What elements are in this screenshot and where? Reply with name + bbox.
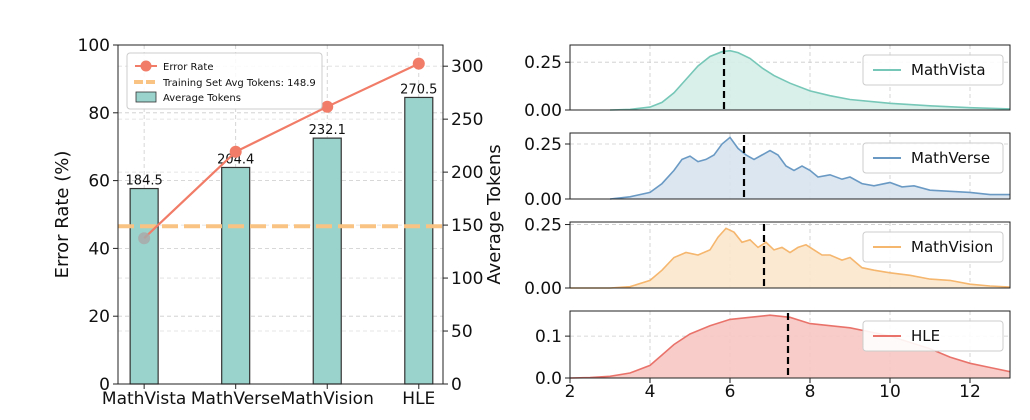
legend-label: MathVision <box>911 238 993 256</box>
panel-mathvista: 0.00 0.25 MathVista <box>524 44 1011 121</box>
density-area-mathvista <box>610 50 1010 110</box>
y-tick-label: 0.25 <box>524 53 562 73</box>
plot-frame-panel <box>569 310 1011 379</box>
x-tick-label: 6 <box>725 382 736 402</box>
error-rate-line <box>143 62 420 240</box>
y-tick-label: 0.00 <box>524 279 562 299</box>
error-rate-tokens-chart: 184.5 204.4 232.1 270.5 0 20 40 60 80 100 0 50 100 15… <box>52 36 505 409</box>
y-right-tick-label: 150 <box>451 216 483 236</box>
panel-mathvision: 0.00 0.25 MathVision <box>524 216 1011 299</box>
legend-box <box>862 54 1004 86</box>
density-area-mathvision <box>570 228 1010 288</box>
y-left-tick-label: 20 <box>88 307 110 327</box>
y-tick-label: 0.25 <box>524 216 562 236</box>
legend-label-error-rate: Error Rate <box>163 62 213 73</box>
y-tick-label: 0.00 <box>524 190 562 210</box>
y-tick-label: 0.25 <box>524 135 562 155</box>
legend-label: HLE <box>911 327 940 345</box>
token-distribution-chart: 0.000.25 MathVista0.000.25MathVerse0.000.… <box>524 44 1011 402</box>
y-left-tick-label: 40 <box>88 239 110 259</box>
y-right-tick-label: 300 <box>451 57 483 77</box>
y-tick-label: 0.00 <box>524 101 562 121</box>
plot-frame-panel <box>569 44 1011 111</box>
bar-average-tokens <box>404 96 434 385</box>
y-right-tick-label: 50 <box>451 322 473 342</box>
y-tick-label: 0.0 <box>535 369 562 389</box>
y-left-tick-label: 80 <box>88 104 110 124</box>
density-area-hle <box>570 315 1010 378</box>
error-rate-point <box>321 100 334 113</box>
y-right-axis-label: Average Tokens <box>484 144 505 284</box>
legend-box <box>126 52 323 110</box>
y-left-tick-label: 0 <box>99 375 110 395</box>
x-tick-label: HLE <box>402 389 435 409</box>
bar-value-label: 270.5 <box>400 82 437 97</box>
legend-box <box>862 231 1004 263</box>
x-tick-label: 10 <box>879 382 901 402</box>
error-rate-point <box>229 145 242 158</box>
bar-value-label: 204.4 <box>217 152 254 167</box>
plot-frame-panel <box>569 132 1011 200</box>
x-tick-label: 12 <box>959 382 981 402</box>
panel-mathverse: 0.00 0.25 MathVerse <box>524 132 1011 210</box>
density-line-mathvision <box>570 227 1011 289</box>
x-tick-label: 2 <box>565 382 576 402</box>
bar-value-label: 184.5 <box>126 174 163 189</box>
x-tick-label: MathVista <box>102 389 186 409</box>
error-rate-point <box>138 232 151 245</box>
y-right-tick-label: 0 <box>451 375 462 395</box>
plot-frame-left <box>117 44 444 385</box>
y-right-tick-label: 250 <box>451 110 483 130</box>
y-tick-label: 0.1 <box>535 327 562 347</box>
x-tick-label: MathVision <box>281 389 374 409</box>
bar-average-tokens <box>221 166 251 385</box>
bar-average-tokens <box>129 187 159 385</box>
bar-value-label: 232.1 <box>309 123 346 138</box>
legend-label: MathVerse <box>911 149 990 167</box>
legend-left: Error Rate Training Set Avg Tokens: 148.9… <box>126 52 323 110</box>
legend-label: MathVista <box>911 61 986 79</box>
error-rate-point <box>412 57 425 70</box>
legend-label-reference: Training Set Avg Tokens: 148.9 <box>162 78 316 89</box>
plot-frame-panel <box>569 221 1011 289</box>
y-left-axis-label: Error Rate (%) <box>52 151 73 279</box>
x-tick-label: 8 <box>805 382 816 402</box>
y-right-tick-label: 200 <box>451 163 483 183</box>
bar-average-tokens <box>312 137 342 385</box>
density-area-mathverse <box>610 137 1010 199</box>
legend-marker-error-rate <box>140 60 152 72</box>
legend-box <box>862 320 1004 352</box>
x-tick-label: MathVerse <box>191 389 281 409</box>
panel-hle: 0.0 0.1 HLE 2 4 6 8 10 12 <box>535 310 1011 402</box>
y-left-tick-label: 100 <box>78 36 110 56</box>
y-left-tick-label: 60 <box>88 172 110 192</box>
legend-swatch-average-tokens <box>135 91 157 103</box>
density-line-mathvista <box>609 49 1011 111</box>
legend-label-average-tokens: Average Tokens <box>163 93 241 104</box>
legend-box <box>862 142 1004 174</box>
x-tick-label: 4 <box>645 382 656 402</box>
y-right-tick-label: 100 <box>451 269 483 289</box>
density-line-mathverse <box>609 136 1010 200</box>
